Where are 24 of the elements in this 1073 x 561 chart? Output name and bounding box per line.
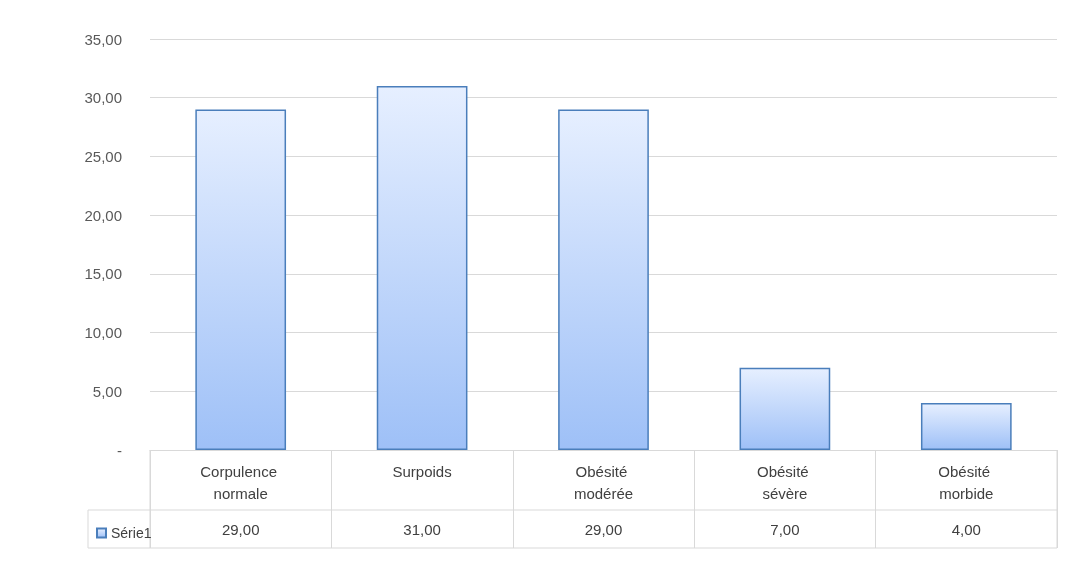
y-tick-label: 25,00 <box>84 147 122 165</box>
data-label: 31,00 <box>403 520 441 538</box>
bar <box>920 403 1012 450</box>
data-label: 4,00 <box>951 520 981 538</box>
y-tick-label: 5,00 <box>92 382 122 400</box>
bar <box>739 367 831 450</box>
y-tick-label: 10,00 <box>84 324 122 342</box>
y-tick-label: 35,00 <box>84 30 122 48</box>
legend-label: Série1 <box>111 525 152 541</box>
x-tick-label: Obésité modérée <box>573 462 634 502</box>
x-tick-label: Corpulence normale <box>200 462 282 502</box>
y-tick-label: - <box>117 441 122 459</box>
y-tick-label: 30,00 <box>84 89 122 107</box>
bar <box>376 85 468 450</box>
bar <box>195 109 287 450</box>
y-tick-label: 20,00 <box>84 206 122 224</box>
data-label: 29,00 <box>584 520 623 538</box>
x-tick-label: Surpoids <box>392 462 452 480</box>
y-tick-label: 15,00 <box>84 265 122 283</box>
data-label: 29,00 <box>221 520 260 538</box>
x-tick-label: Obésité sévère <box>756 462 813 502</box>
data-label: 7,00 <box>770 520 800 538</box>
x-tick-label: Obésité morbide <box>938 462 995 502</box>
bar <box>558 109 649 450</box>
